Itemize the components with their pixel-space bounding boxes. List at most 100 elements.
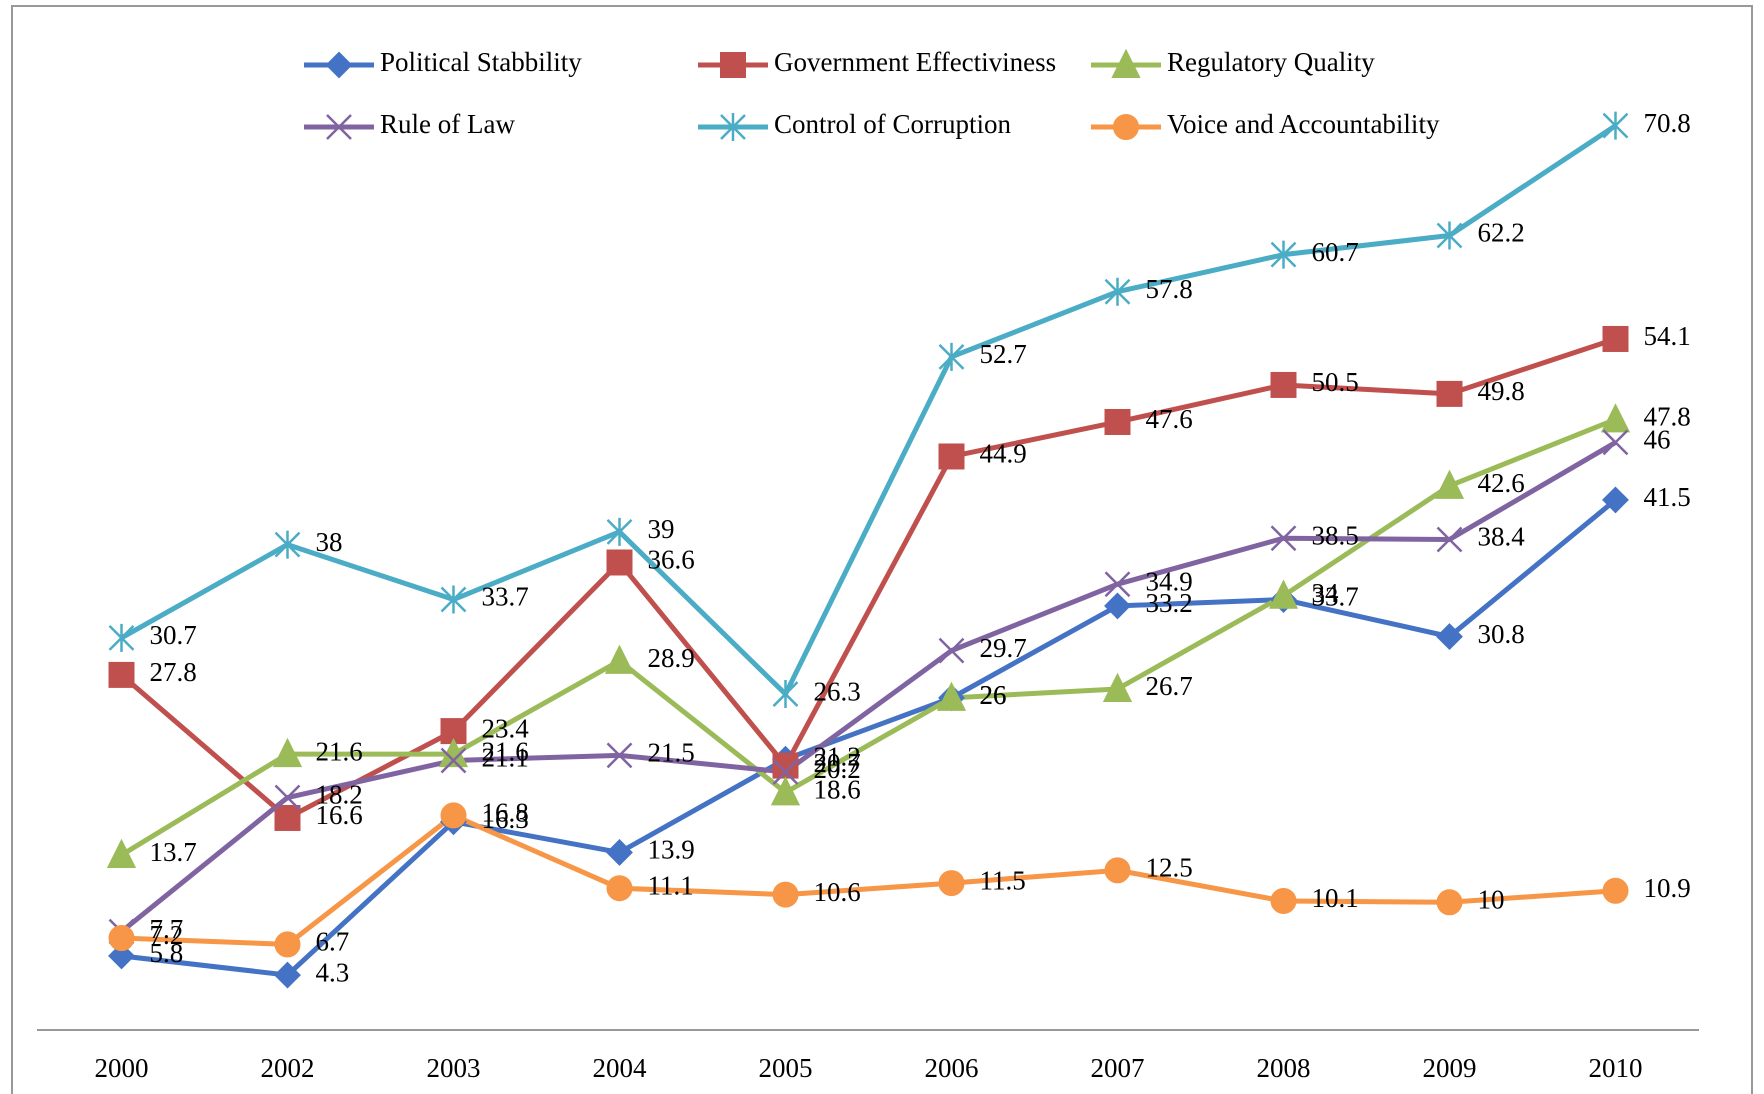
data-label: 16.6 [316,800,363,830]
data-point [440,802,467,829]
data-point [108,623,135,652]
data-point [274,961,301,989]
data-point [770,776,801,806]
data-label: 10 [1478,884,1505,914]
data-label: 30.8 [1478,619,1525,649]
data-point [1270,887,1297,914]
data-point [1270,371,1297,398]
data-point [606,875,633,902]
data-point [274,784,301,811]
data-point [1102,672,1133,702]
data-label: 33.7 [1312,582,1359,612]
data-label: 18.2 [316,780,363,810]
x-tick-label: 2000 [95,1053,149,1083]
data-label: 21.6 [482,736,529,766]
data-label: 26.7 [1146,671,1193,701]
legend-marker [326,114,352,140]
data-point [1602,877,1629,904]
data-label: 16.8 [482,798,529,828]
data-point [938,443,965,470]
data-label: 21.5 [648,738,695,768]
data-label: 52.7 [980,339,1027,369]
data-label: 10.1 [1312,883,1359,913]
data-point [938,870,965,897]
data-point [938,342,965,371]
data-label: 62.2 [1478,218,1525,248]
data-point [1270,525,1297,552]
legend-marker [1113,114,1139,140]
data-label: 21.1 [482,743,529,773]
data-point [1602,111,1629,140]
legend-label: Rule of Law [380,109,515,139]
data-point [108,942,135,970]
data-label: 26 [980,680,1007,710]
data-label: 21.6 [316,736,363,766]
data-label: 60.7 [1312,237,1359,267]
series-line [119,336,1617,821]
data-label: 21.2 [814,741,861,771]
data-point [274,931,301,958]
x-tick-label: 2007 [1091,1053,1145,1083]
data-point [772,881,799,908]
data-label: 23.4 [482,713,530,743]
data-label: 49.8 [1478,376,1525,406]
legend-label: Regulatory Quality [1167,47,1375,77]
x-tick-label: 2010 [1589,1053,1643,1083]
data-point [108,925,135,952]
data-label: 18.6 [814,775,861,805]
data-label: 34.9 [1146,566,1193,596]
data-label: 4.3 [316,957,350,987]
data-label: 54.1 [1644,321,1691,351]
data-point [440,747,467,774]
data-label: 39 [648,514,675,544]
series-line [119,440,1617,934]
data-label: 38.4 [1478,522,1526,552]
data-point [606,517,633,546]
data-label: 20.2 [814,754,861,784]
data-point [1602,486,1629,514]
data-point [936,681,967,711]
data-point [606,839,633,866]
data-label: 11.1 [648,870,694,900]
data-point [772,680,799,709]
x-tick-label: 2009 [1423,1053,1477,1083]
data-point [1434,469,1465,499]
data-point [772,759,799,785]
x-tick-label: 2006 [925,1053,979,1083]
data-label: 38 [316,527,343,557]
data-label: 50.5 [1312,367,1359,397]
data-label: 13.9 [648,835,695,865]
data-point [938,637,965,664]
data-label: 16.3 [482,804,529,834]
data-point [274,530,301,559]
data-point [1104,857,1131,884]
data-label: 33.2 [1146,588,1193,618]
data-point [1104,408,1131,435]
data-label: 20.7 [814,748,861,778]
data-point [440,585,467,614]
data-point [108,661,135,688]
data-label: 28.9 [648,643,695,673]
legend-label: Control of Corruption [774,109,1011,139]
data-point [606,549,633,576]
data-point [1104,592,1131,620]
data-label: 42.6 [1478,468,1525,498]
data-label: 34 [1312,578,1340,608]
data-point [1602,325,1629,352]
series-line [121,497,1618,978]
legend-label: Government Effectiviness [774,47,1056,77]
x-tick-label: 2002 [261,1053,315,1083]
data-point [1268,579,1299,609]
data-label: 44.9 [980,439,1027,469]
data-point [272,737,303,768]
data-point [772,752,799,779]
series-line [120,123,1617,697]
data-point [604,644,635,674]
data-label: 47.8 [1644,402,1691,432]
data-label: 70.8 [1644,108,1691,138]
legend-label: Voice and Accountability [1167,109,1440,139]
data-label: 41.5 [1644,482,1691,512]
data-label: 6.7 [316,927,350,957]
legend-marker [1111,48,1141,78]
